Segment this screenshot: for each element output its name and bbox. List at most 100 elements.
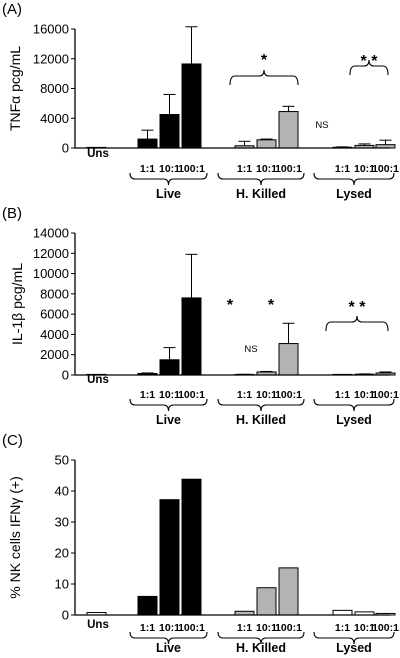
y-tick-label: 50 xyxy=(55,453,69,468)
group-brace xyxy=(129,172,208,186)
y-tick-label: 8000 xyxy=(40,81,69,96)
panel-label: (A) xyxy=(2,1,22,18)
x-tick-label: 10:1 xyxy=(256,389,277,401)
y-tick-label: 0 xyxy=(62,141,69,156)
panel-label: (C) xyxy=(2,432,23,449)
y-tick-label: 10 xyxy=(55,577,69,592)
bar xyxy=(159,499,180,616)
chart-panel-2: (B) 0 2000 4000 6000 8000 10000 12000 14000 IL-1β… xyxy=(2,205,399,427)
y-tick-label: 2000 xyxy=(40,347,69,362)
bar xyxy=(181,297,202,376)
y-tick-label: 4000 xyxy=(40,111,69,126)
y-tick-label: 0 xyxy=(62,368,69,383)
x-tick-label: 1:1 xyxy=(237,622,252,634)
significance-star: * xyxy=(227,297,234,314)
x-tick-label: 100:1 xyxy=(372,163,399,175)
y-axis-label: IL-1β pcg/mL xyxy=(9,263,25,345)
x-tick-label: 100:1 xyxy=(178,389,205,401)
x-tick-label: 100:1 xyxy=(178,163,205,175)
x-tick-label: 1:1 xyxy=(237,389,252,401)
x-tick-label: 10:1 xyxy=(256,163,277,175)
x-tick-label: 10:1 xyxy=(354,389,375,401)
significance-bracket xyxy=(229,69,299,86)
x-tick-label: 100:1 xyxy=(372,389,399,401)
x-tick-label: 1:1 xyxy=(335,622,350,634)
unstim-label: Uns xyxy=(87,619,109,631)
unstim-label: Uns xyxy=(87,148,109,160)
bar xyxy=(278,343,299,376)
group-label: Lysed xyxy=(336,641,372,655)
x-tick-label: 1:1 xyxy=(140,622,155,634)
chart-panel-3: (C) 0 10 20 30 40 50 % NK cells IFNγ (+) 1:1 10:1… xyxy=(2,432,399,655)
bar xyxy=(181,478,202,616)
group-label: H. Killed xyxy=(236,413,286,427)
bar xyxy=(159,359,180,376)
significance-bracket xyxy=(325,315,389,332)
group-brace xyxy=(217,631,305,645)
x-tick-label: 100:1 xyxy=(372,622,399,634)
y-tick-label: 16000 xyxy=(33,22,69,37)
y-tick-label: 4000 xyxy=(40,327,69,342)
y-tick-label: 12000 xyxy=(33,51,69,66)
group-brace xyxy=(313,398,395,412)
bar xyxy=(256,139,277,149)
y-tick-label: 12000 xyxy=(33,246,69,261)
significance-star: * xyxy=(268,297,275,314)
y-tick-label: 30 xyxy=(55,515,69,530)
group-label: Lysed xyxy=(336,187,372,201)
x-tick-label: 1:1 xyxy=(140,163,155,175)
unstim-label: Uns xyxy=(87,374,109,386)
y-tick-label: 8000 xyxy=(40,286,69,301)
chart-panel-1: (A) 0 4000 8000 12000 16000 TNFα pcg/mL 1:1 10:1… xyxy=(2,1,399,201)
y-tick-label: 10000 xyxy=(33,266,69,281)
x-tick-label: 100:1 xyxy=(275,622,302,634)
x-tick-label: 1:1 xyxy=(335,389,350,401)
y-tick-label: 40 xyxy=(55,484,69,499)
y-axis-label: % NK cells IFNγ (+) xyxy=(7,476,23,599)
x-tick-label: 1:1 xyxy=(237,163,252,175)
significance-bracket xyxy=(349,59,389,76)
group-label: H. Killed xyxy=(236,641,286,655)
group-label: Live xyxy=(156,413,181,427)
group-brace xyxy=(129,398,208,412)
y-tick-label: 0 xyxy=(62,608,69,623)
group-brace xyxy=(313,172,395,186)
y-tick-label: 6000 xyxy=(40,307,69,322)
group-brace xyxy=(313,631,395,645)
y-axis-label: TNFα pcg/mL xyxy=(7,46,23,131)
bar xyxy=(181,63,202,149)
x-tick-label: 10:1 xyxy=(354,622,375,634)
bar xyxy=(332,609,353,616)
x-tick-label: 1:1 xyxy=(335,163,350,175)
x-tick-label: 100:1 xyxy=(178,622,205,634)
x-tick-label: 10:1 xyxy=(159,163,180,175)
bar xyxy=(137,138,158,149)
group-label: Live xyxy=(156,641,181,655)
x-tick-label: 1:1 xyxy=(140,389,155,401)
significance-stars: * xyxy=(261,52,268,69)
group-brace xyxy=(217,398,305,412)
x-tick-label: 100:1 xyxy=(275,389,302,401)
bar xyxy=(159,114,180,149)
group-brace xyxy=(129,631,208,645)
significance-stars: * * xyxy=(361,53,379,70)
x-tick-label: 10:1 xyxy=(159,389,180,401)
ns-label: NS xyxy=(244,344,257,355)
group-brace xyxy=(217,172,305,186)
y-tick-label: 20 xyxy=(55,546,69,561)
x-tick-label: 10:1 xyxy=(159,622,180,634)
y-tick-label: 14000 xyxy=(33,226,69,241)
ns-label: NS xyxy=(315,120,328,131)
x-tick-label: 10:1 xyxy=(354,163,375,175)
bar xyxy=(278,111,299,149)
panel-label: (B) xyxy=(2,205,22,222)
group-label: Live xyxy=(156,187,181,201)
group-label: H. Killed xyxy=(236,187,286,201)
significance-stars: * * xyxy=(349,299,367,316)
bar xyxy=(137,595,158,616)
group-label: Lysed xyxy=(336,413,372,427)
bar xyxy=(278,567,299,616)
bar xyxy=(256,587,277,616)
x-tick-label: 100:1 xyxy=(275,163,302,175)
